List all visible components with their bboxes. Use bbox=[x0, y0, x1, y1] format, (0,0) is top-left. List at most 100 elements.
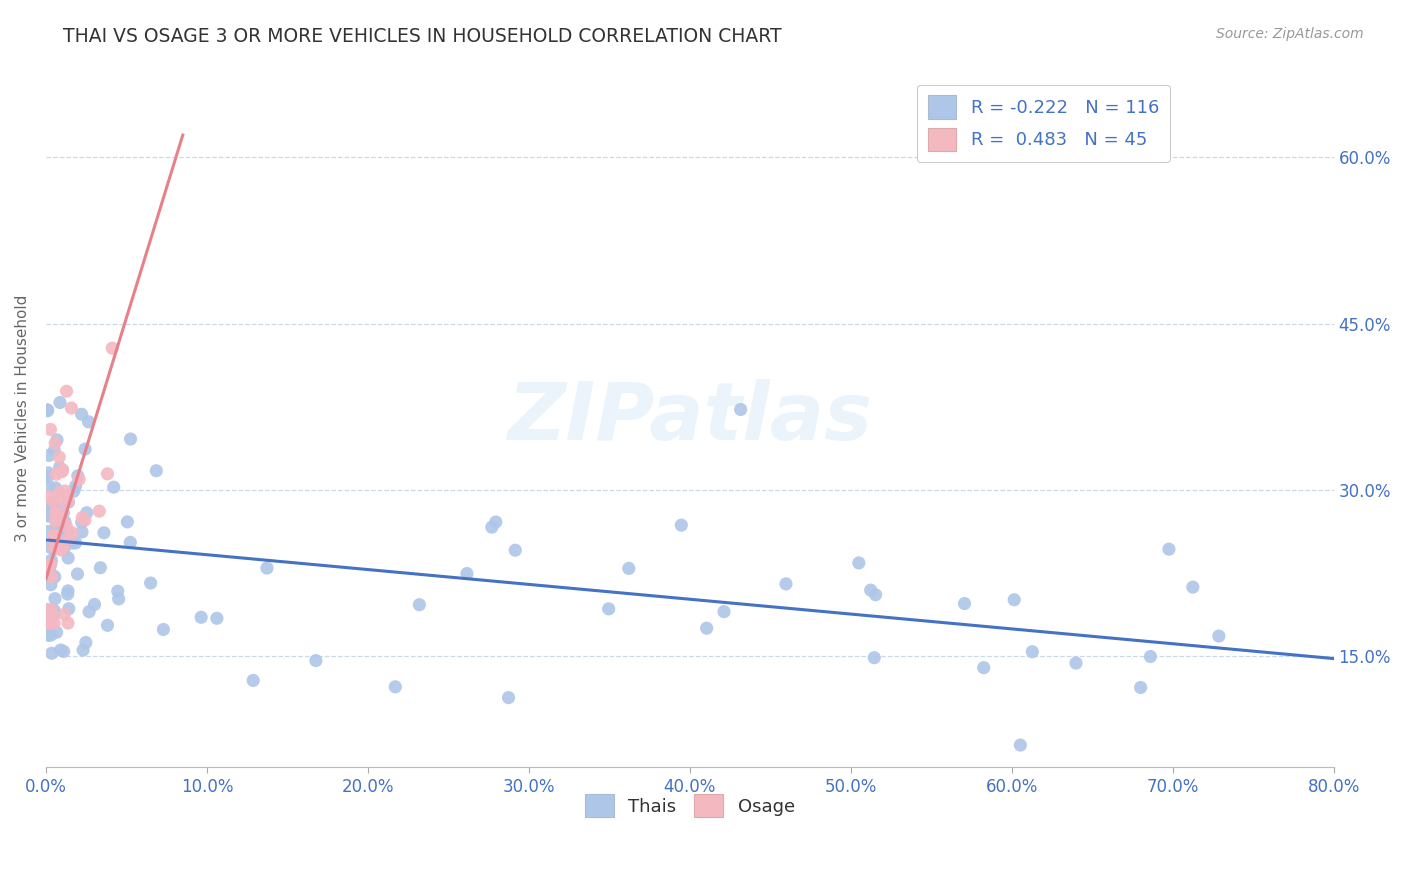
Point bbox=[37, 628, 59, 642]
Point bbox=[1021, 645, 1043, 659]
Point bbox=[37, 470, 59, 484]
Point bbox=[53, 607, 76, 622]
Point bbox=[45, 625, 67, 640]
Point bbox=[53, 515, 76, 529]
Point bbox=[77, 415, 100, 429]
Point bbox=[44, 591, 66, 606]
Point bbox=[498, 690, 520, 705]
Point bbox=[44, 514, 66, 528]
Point bbox=[53, 535, 76, 549]
Point bbox=[37, 508, 59, 523]
Point bbox=[145, 464, 167, 478]
Point bbox=[1064, 656, 1087, 670]
Point bbox=[39, 567, 62, 582]
Point bbox=[120, 432, 142, 446]
Point bbox=[46, 433, 69, 447]
Point bbox=[70, 510, 93, 524]
Point bbox=[730, 402, 752, 417]
Point bbox=[37, 602, 59, 616]
Point bbox=[89, 560, 111, 574]
Point bbox=[256, 561, 278, 575]
Point bbox=[75, 442, 97, 457]
Point bbox=[39, 616, 62, 631]
Point bbox=[848, 556, 870, 570]
Point bbox=[70, 524, 93, 539]
Point bbox=[44, 481, 66, 495]
Point bbox=[117, 515, 139, 529]
Point bbox=[1129, 681, 1152, 695]
Point bbox=[38, 628, 60, 642]
Point bbox=[713, 605, 735, 619]
Text: THAI VS OSAGE 3 OR MORE VEHICLES IN HOUSEHOLD CORRELATION CHART: THAI VS OSAGE 3 OR MORE VEHICLES IN HOUS… bbox=[63, 27, 782, 45]
Point bbox=[49, 492, 72, 507]
Point bbox=[45, 467, 67, 482]
Point bbox=[44, 528, 66, 542]
Point bbox=[55, 384, 77, 399]
Point bbox=[52, 506, 75, 520]
Point bbox=[205, 611, 228, 625]
Point bbox=[38, 540, 60, 554]
Point bbox=[48, 485, 70, 500]
Point bbox=[485, 515, 508, 529]
Point bbox=[41, 570, 63, 584]
Point bbox=[56, 494, 79, 508]
Point bbox=[37, 490, 59, 504]
Point bbox=[42, 570, 65, 584]
Point bbox=[42, 540, 65, 554]
Point bbox=[58, 601, 80, 615]
Point bbox=[39, 557, 62, 571]
Point bbox=[53, 483, 76, 498]
Point bbox=[55, 519, 77, 533]
Point bbox=[96, 618, 118, 632]
Point bbox=[139, 576, 162, 591]
Point bbox=[408, 598, 430, 612]
Point bbox=[456, 566, 478, 581]
Point bbox=[56, 551, 79, 566]
Point bbox=[62, 484, 84, 499]
Point bbox=[1002, 592, 1025, 607]
Point bbox=[45, 520, 67, 534]
Point bbox=[37, 561, 59, 575]
Point bbox=[42, 542, 65, 557]
Point bbox=[107, 584, 129, 599]
Point bbox=[52, 541, 75, 555]
Point bbox=[39, 565, 62, 579]
Point bbox=[37, 508, 59, 522]
Point bbox=[65, 479, 87, 493]
Point bbox=[52, 644, 75, 658]
Point bbox=[37, 524, 59, 539]
Point bbox=[39, 578, 62, 592]
Point bbox=[120, 535, 142, 549]
Point bbox=[44, 436, 66, 450]
Point bbox=[39, 422, 62, 436]
Point bbox=[56, 616, 79, 631]
Point bbox=[384, 680, 406, 694]
Point bbox=[503, 543, 526, 558]
Point bbox=[51, 463, 73, 477]
Point bbox=[51, 465, 73, 479]
Point bbox=[671, 518, 693, 533]
Point bbox=[41, 553, 63, 567]
Point bbox=[51, 543, 73, 558]
Point bbox=[190, 610, 212, 624]
Point bbox=[56, 583, 79, 598]
Point bbox=[859, 583, 882, 598]
Point bbox=[39, 558, 62, 572]
Point bbox=[305, 654, 328, 668]
Point bbox=[37, 504, 59, 518]
Point bbox=[37, 402, 59, 417]
Point bbox=[65, 536, 87, 550]
Point bbox=[58, 532, 80, 546]
Point bbox=[39, 603, 62, 617]
Point bbox=[38, 616, 60, 631]
Point bbox=[41, 646, 63, 660]
Point bbox=[39, 498, 62, 512]
Point bbox=[60, 536, 83, 550]
Point bbox=[953, 597, 976, 611]
Point bbox=[42, 493, 65, 508]
Legend: Thais, Osage: Thais, Osage bbox=[578, 787, 801, 824]
Y-axis label: 3 or more Vehicles in Household: 3 or more Vehicles in Household bbox=[15, 294, 30, 541]
Point bbox=[44, 505, 66, 519]
Point bbox=[56, 525, 79, 540]
Point bbox=[973, 660, 995, 674]
